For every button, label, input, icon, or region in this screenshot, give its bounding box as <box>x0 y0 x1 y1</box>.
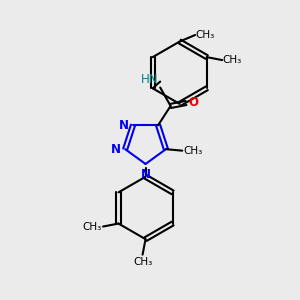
Text: CH₃: CH₃ <box>133 257 152 267</box>
Text: N: N <box>111 143 121 156</box>
Text: N: N <box>140 168 151 181</box>
Text: O: O <box>188 97 198 110</box>
Text: HN: HN <box>141 73 158 86</box>
Text: CH₃: CH₃ <box>196 30 215 40</box>
Text: CH₃: CH₃ <box>184 146 203 156</box>
Text: CH₃: CH₃ <box>223 55 242 65</box>
Text: CH₃: CH₃ <box>82 221 102 232</box>
Text: N: N <box>119 119 129 132</box>
